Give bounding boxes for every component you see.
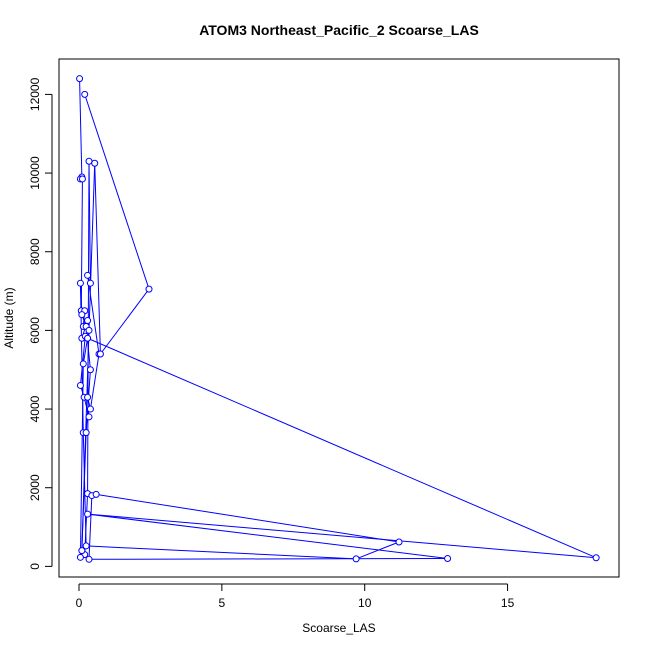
y-axis: 0 2000 4000 6000 8000 10000 12000 <box>28 77 53 570</box>
series-segment <box>87 513 597 559</box>
data-point <box>444 555 452 563</box>
series-segment <box>82 432 87 546</box>
data-point <box>352 555 360 563</box>
y-tick-label: 4000 <box>28 395 42 422</box>
y-tick-label: 0 <box>28 563 42 570</box>
data-point <box>76 381 84 389</box>
series-segment <box>81 330 90 551</box>
x-tick-label: 15 <box>501 596 515 610</box>
y-axis-label: Altitude (m) <box>2 287 16 348</box>
data-point <box>145 285 153 293</box>
data-point <box>85 555 93 563</box>
x-tick-label: 10 <box>358 596 372 610</box>
series-segment <box>355 541 400 560</box>
data-point <box>86 405 94 413</box>
series-segment <box>85 369 91 433</box>
series-segment <box>84 94 150 290</box>
data-point <box>81 90 89 98</box>
data-point <box>592 554 600 562</box>
data-point <box>84 334 92 342</box>
x-axis-label: Scoarse_LAS <box>302 621 375 635</box>
y-tick-label: 10000 <box>28 156 42 190</box>
series-segment <box>100 288 150 355</box>
y-tick-label: 12000 <box>28 77 42 111</box>
series-segment <box>87 337 597 559</box>
series-segment <box>89 353 100 410</box>
plot-frame <box>58 58 620 578</box>
series-segment <box>96 493 400 543</box>
series-segment <box>88 495 93 560</box>
data-point <box>84 393 92 401</box>
series-segment <box>88 163 96 331</box>
x-tick-label: 0 <box>76 596 83 610</box>
series-segment <box>79 78 83 178</box>
data-point <box>76 553 84 561</box>
data-point <box>85 413 93 421</box>
data-point <box>92 490 100 498</box>
data-point <box>84 317 92 325</box>
series-segment <box>88 558 448 560</box>
series-segment <box>82 338 89 364</box>
data-point <box>78 547 86 555</box>
data-point <box>78 175 86 183</box>
series-layer <box>76 75 600 563</box>
data-point <box>82 429 90 437</box>
series-segment <box>87 513 448 560</box>
data-point <box>84 510 92 518</box>
data-point <box>76 75 84 83</box>
series-segment <box>87 275 100 355</box>
chart-title: ATOM3 Northeast_Pacific_2 Scoarse_LAS <box>199 22 479 38</box>
series-segment <box>86 545 357 560</box>
y-tick-label: 8000 <box>28 238 42 265</box>
data-point <box>96 350 104 358</box>
data-point <box>395 538 403 546</box>
x-tick-label: 5 <box>219 596 226 610</box>
data-point <box>85 326 93 334</box>
series-segment <box>80 178 83 311</box>
data-point <box>82 542 90 550</box>
y-tick-label: 2000 <box>28 474 42 501</box>
y-tick-label: 6000 <box>28 317 42 344</box>
data-point <box>79 360 87 368</box>
data-point <box>76 279 84 287</box>
data-point <box>78 311 86 319</box>
series-segment <box>94 163 101 355</box>
data-point <box>84 271 92 279</box>
data-point <box>85 157 93 165</box>
data-point <box>86 279 94 287</box>
data-point <box>91 159 99 167</box>
x-axis: 0 5 10 15 <box>76 583 515 610</box>
data-point <box>86 366 94 374</box>
